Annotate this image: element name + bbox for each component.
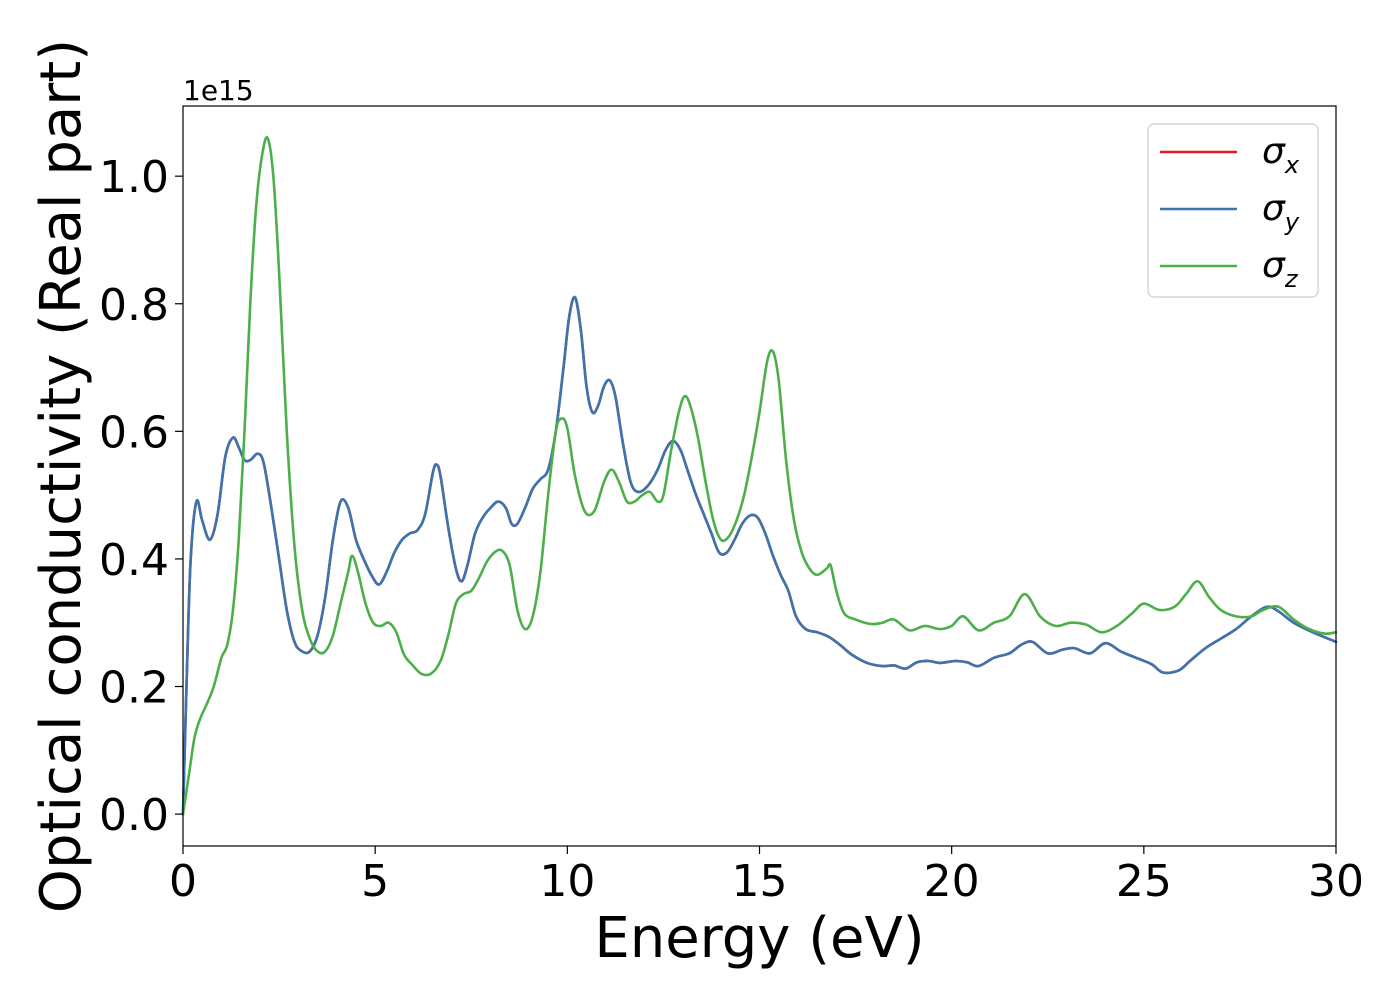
series-line-z [181,136,1338,816]
legend-label-y: σy [1262,188,1300,236]
y-tick-label: 0.4 [99,535,169,586]
series-group [181,136,1338,816]
y-tick-label: 0.2 [99,663,169,714]
x-axis-label: Energy (eV) [594,906,924,971]
x-tick-label: 30 [1308,856,1364,907]
legend-box [1147,123,1319,298]
x-tick-label: 0 [169,856,197,907]
x-tick-label: 5 [361,856,389,907]
legend-label-z: σz [1262,245,1299,293]
series-line-y [181,295,1338,816]
x-tick-label: 15 [732,856,788,907]
y-tick-label: 0.6 [99,407,169,458]
y-tick-label: 0.8 [99,280,169,331]
legend: σx σy σz [1147,123,1319,298]
y-tick-label: 0.0 [99,790,169,841]
legend-label-x: σx [1262,131,1300,179]
y-axis-label: Optical conductivity (Real part) [29,39,94,913]
ticks-group: 0 5 10 15 20 25 30 0.0 0.2 0.4 0.6 0.8 1.0 [99,152,1364,907]
x-tick-label: 25 [1116,856,1172,907]
x-tick-label: 20 [924,856,980,907]
x-tick-label: 10 [539,856,595,907]
y-offset-label: 1e15 [183,74,254,107]
y-tick-label: 1.0 [99,152,169,203]
